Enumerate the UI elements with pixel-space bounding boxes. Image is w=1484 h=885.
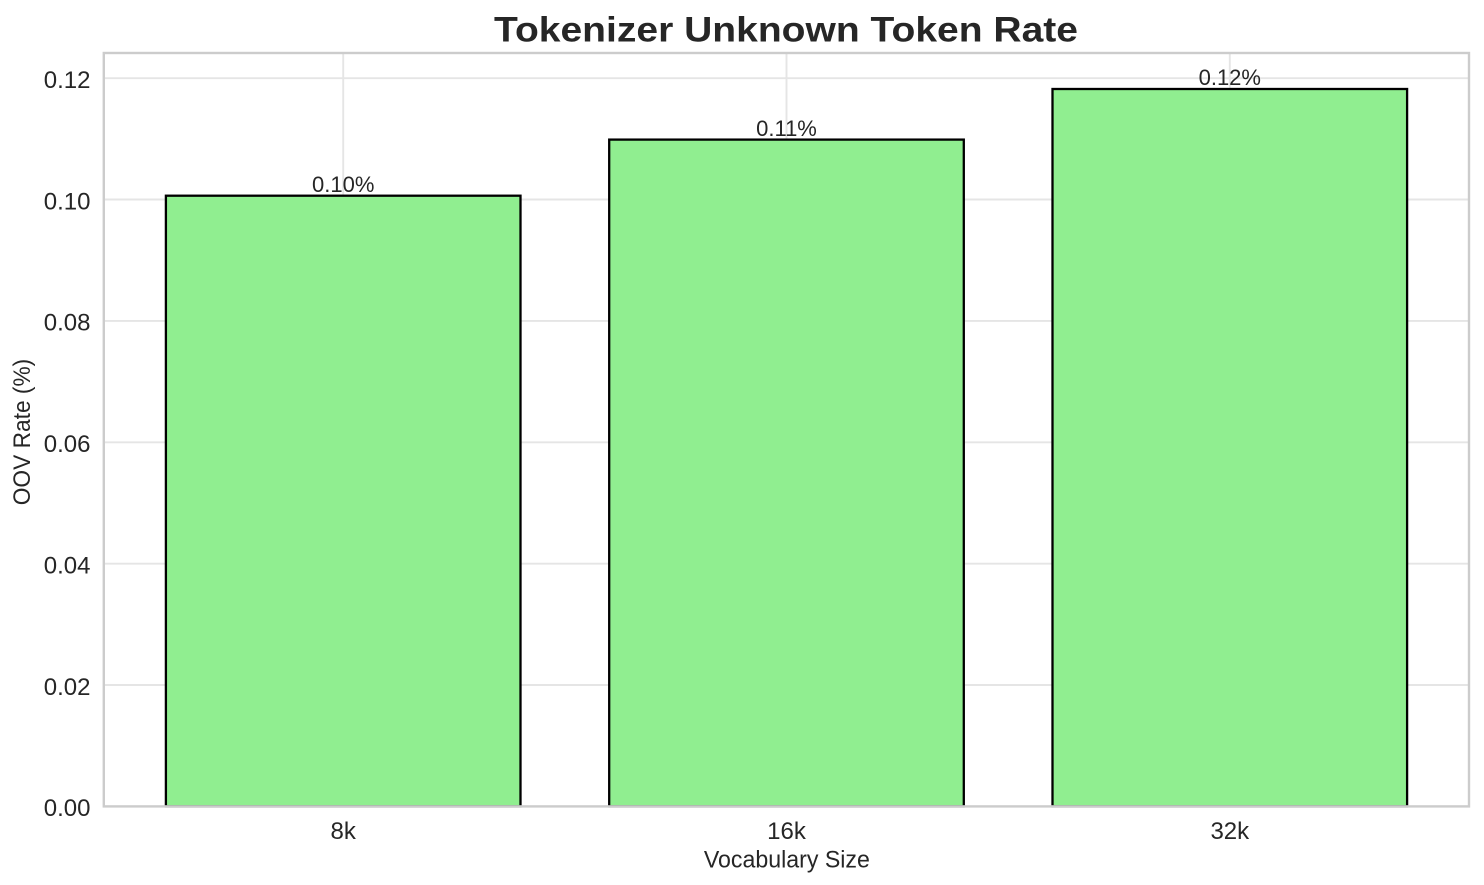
svg-text:OOV Rate (%): OOV Rate (%) bbox=[9, 359, 36, 506]
svg-text:0.12: 0.12 bbox=[44, 67, 91, 94]
svg-text:0.11%: 0.11% bbox=[756, 116, 817, 141]
svg-text:0.08: 0.08 bbox=[44, 310, 91, 337]
svg-text:0.10: 0.10 bbox=[44, 188, 91, 215]
svg-text:Vocabulary Size: Vocabulary Size bbox=[704, 846, 870, 873]
svg-text:0.10%: 0.10% bbox=[312, 172, 374, 197]
svg-text:32k: 32k bbox=[1210, 818, 1250, 845]
svg-text:0.00: 0.00 bbox=[44, 795, 91, 822]
svg-text:0.12%: 0.12% bbox=[1199, 65, 1261, 90]
svg-text:0.04: 0.04 bbox=[44, 553, 91, 580]
svg-text:8k: 8k bbox=[331, 818, 357, 845]
svg-text:0.06: 0.06 bbox=[44, 431, 91, 458]
svg-text:Tokenizer Unknown Token Rate: Tokenizer Unknown Token Rate bbox=[494, 10, 1078, 49]
svg-text:0.02: 0.02 bbox=[44, 674, 91, 701]
svg-text:16k: 16k bbox=[767, 818, 807, 845]
